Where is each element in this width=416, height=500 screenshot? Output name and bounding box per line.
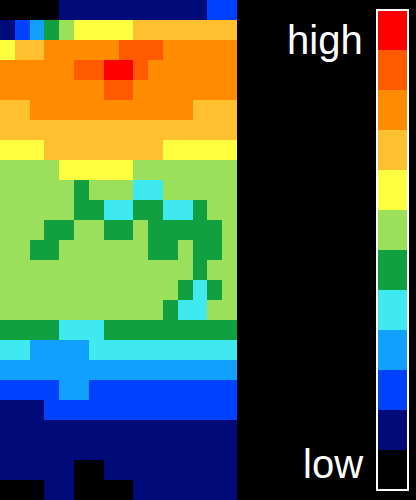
svg-text:low: low [303,442,363,486]
svg-text:high: high [287,18,363,62]
